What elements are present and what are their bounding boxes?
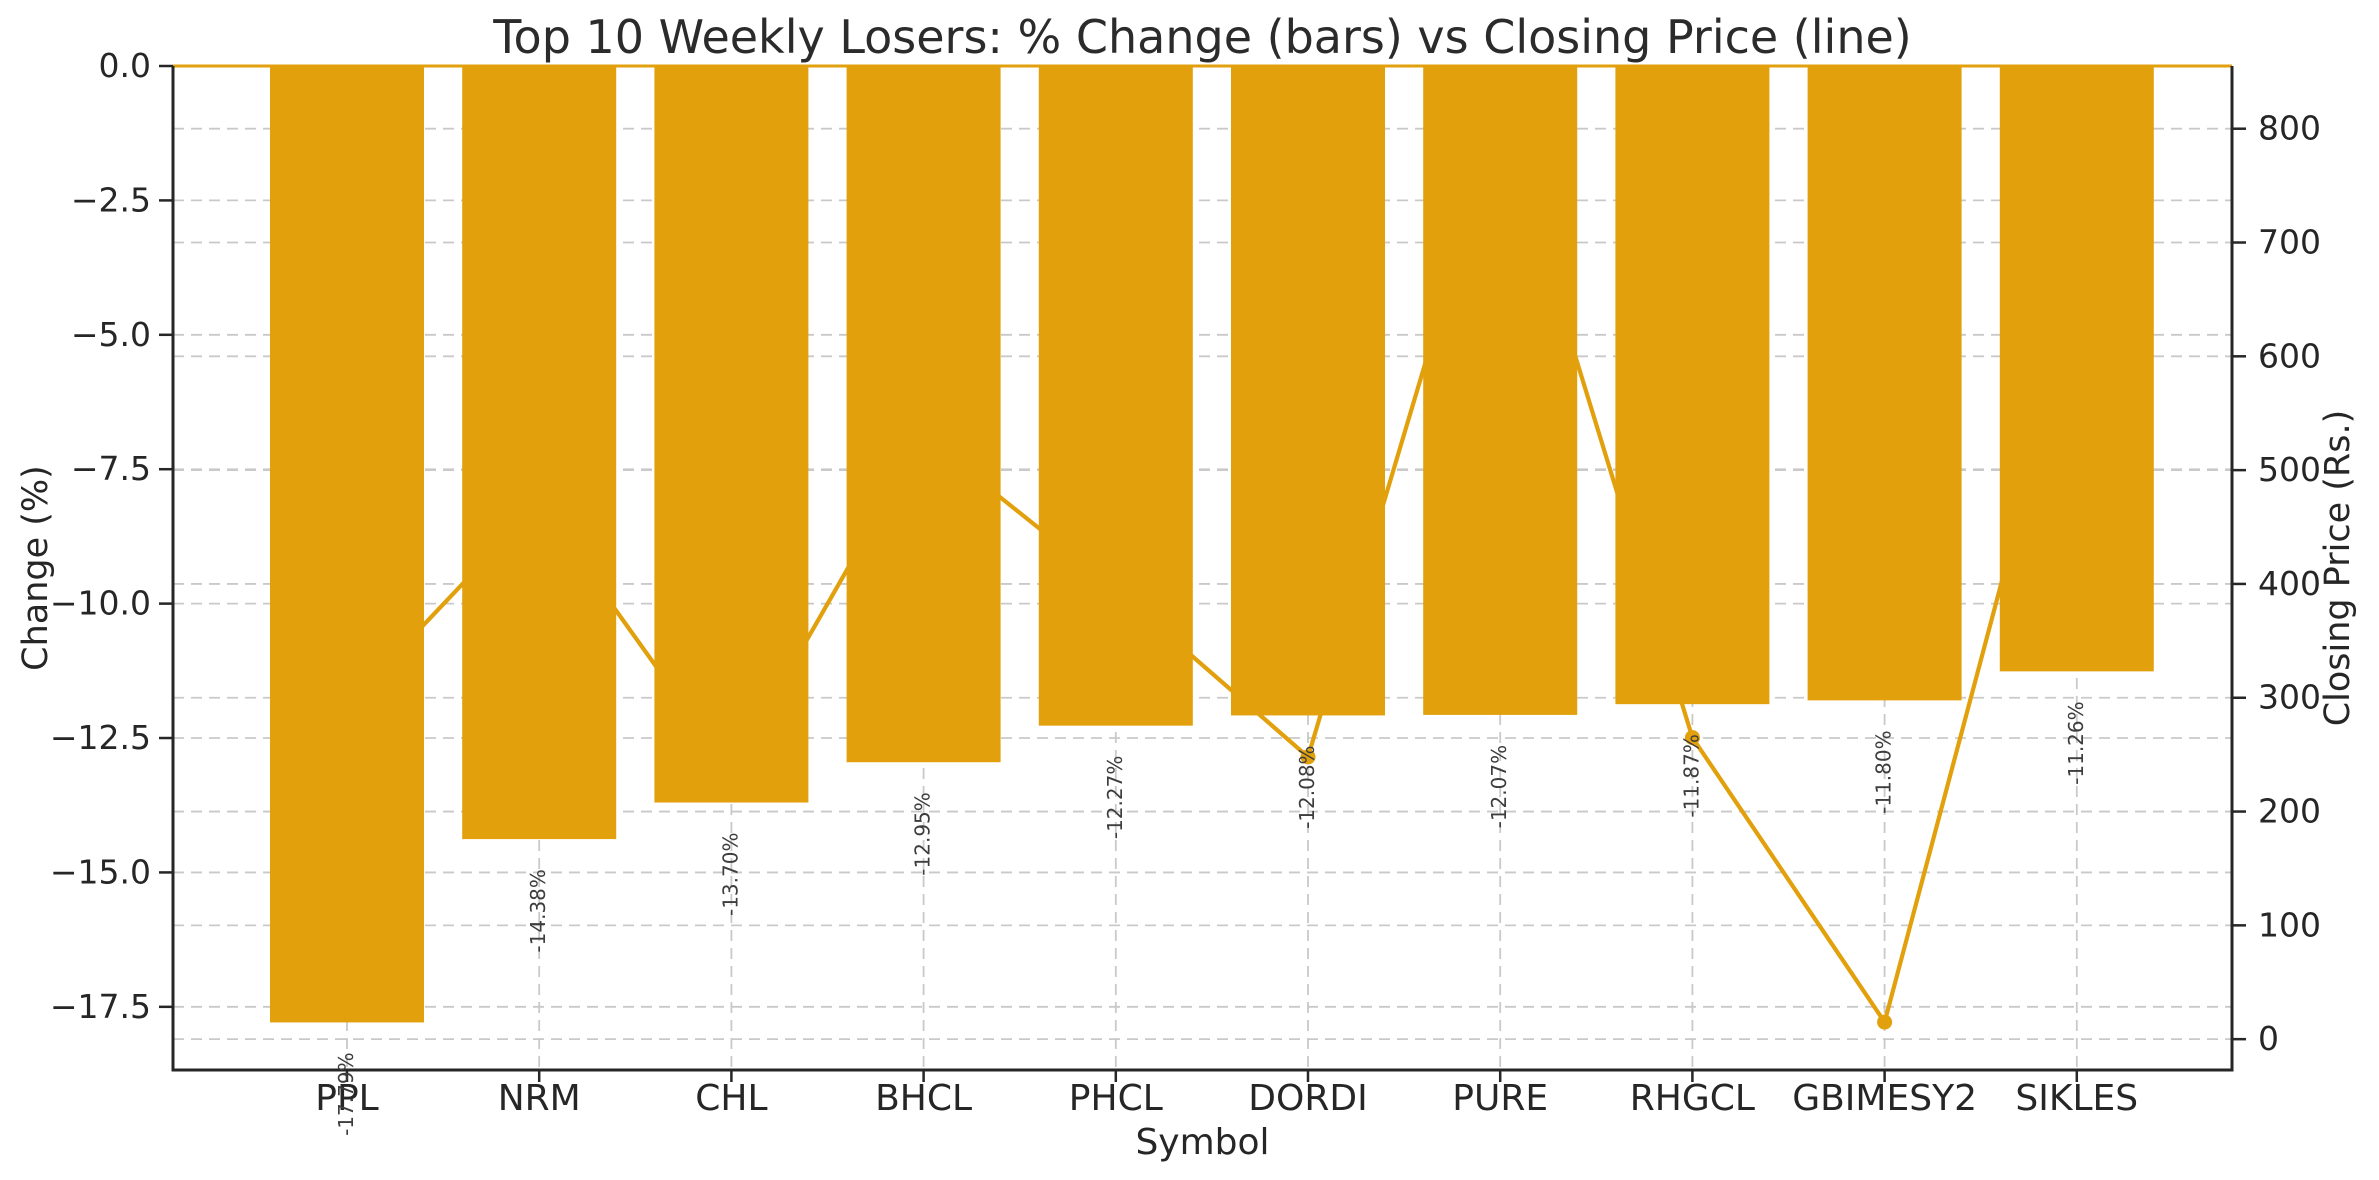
right-tick-label: 500: [2258, 450, 2321, 489]
price-marker: [1877, 1014, 1893, 1030]
right-tick-label: 800: [2258, 109, 2321, 148]
right-tick-label: 700: [2258, 223, 2321, 262]
right-tick-label: 400: [2258, 564, 2321, 603]
x-tick-label: RHGCL: [1630, 1078, 1755, 1119]
left-tick-label: −15.0: [50, 852, 151, 891]
price-marker: [1108, 582, 1124, 598]
price-marker: [531, 495, 547, 511]
price-marker: [1300, 749, 1316, 765]
left-tick-label: −7.5: [71, 449, 151, 488]
left-tick-label: 0.0: [99, 46, 151, 85]
x-tick-label: GBIMESY2: [1792, 1078, 1977, 1119]
right-tick-label: 300: [2258, 678, 2321, 717]
x-tick-label: CHL: [695, 1078, 767, 1119]
bar-value-label: -17.79%: [334, 1052, 358, 1135]
left-tick-label: −17.5: [50, 987, 151, 1026]
left-tick-label: −10.0: [50, 584, 151, 623]
bar: [1615, 66, 1770, 705]
x-tick-label: SIKLES: [2015, 1078, 2138, 1119]
bar: [1231, 66, 1385, 716]
x-tick-label: PPL: [315, 1078, 378, 1119]
bar: [1807, 66, 1962, 701]
bar-value-label: -14.38%: [526, 869, 550, 952]
right-tick-labels: 0 100 200 300 400 500 600 700 800: [2258, 109, 2321, 1058]
bar-value-label: -11.26%: [2064, 701, 2088, 784]
price-line: [344, 109, 2079, 1025]
right-tick-label: 200: [2258, 792, 2321, 831]
left-tick-label: −12.5: [50, 718, 151, 757]
bar: [1999, 66, 2154, 672]
left-axis-title: Change (%): [16, 465, 56, 671]
axis-spines: [171, 66, 2234, 1072]
bar-value-label: -12.95%: [911, 792, 935, 875]
x-tick-label: NRM: [498, 1078, 581, 1119]
right-tick-label: 100: [2258, 905, 2321, 944]
x-tick-label: DORDI: [1248, 1078, 1367, 1119]
bar: [270, 66, 424, 1023]
x-axis-title: Symbol: [1135, 1122, 1270, 1163]
price-marker: [2069, 291, 2085, 307]
price-marker: [723, 764, 739, 780]
x-tick-label: PURE: [1452, 1078, 1548, 1119]
x-tick-label: PHCL: [1069, 1078, 1163, 1119]
x-tick-labels: PPL NRM CHL BHCL PHCL DORDI PURE RHGCL GBIMESY2 S…: [315, 1078, 2138, 1119]
price-markers: [339, 104, 2085, 1030]
left-tick-label: −5.0: [71, 315, 151, 354]
tick-marks: [159, 64, 2246, 1082]
bar-value-label: -12.08%: [1295, 745, 1319, 828]
right-tick-label: 600: [2258, 336, 2321, 375]
bar-value-label: -11.87%: [1679, 734, 1703, 817]
x-tick-label: BHCL: [875, 1078, 972, 1119]
bar-value-label: -12.27%: [1103, 756, 1127, 839]
bar: [846, 66, 1001, 763]
bar-value-label: -13.70%: [718, 833, 742, 916]
bar-value-labels: -17.79% -14.38% -13.70% -12.95% -12.27% -12.0…: [334, 701, 2088, 1136]
left-tick-label: −2.5: [71, 180, 151, 219]
bar: [654, 66, 809, 803]
bar: [462, 66, 617, 840]
chart-title: Top 10 Weekly Losers: % Change (bars) vs…: [493, 10, 1912, 64]
price-marker: [916, 428, 932, 444]
bars-series: [270, 66, 2154, 1023]
price-marker: [1492, 104, 1508, 120]
right-axis-title: Closing Price (Rs.): [2318, 409, 2358, 727]
price-marker: [1684, 730, 1700, 746]
bar-value-label: -12.07%: [1487, 745, 1511, 828]
left-tick-labels: 0.0 −2.5 −5.0 −7.5 −10.0 −12.5 −15.0 −17.5: [50, 46, 151, 1026]
bar-value-label: -11.80%: [1872, 730, 1896, 813]
bar: [1423, 66, 1578, 715]
bar: [1038, 66, 1193, 726]
price-marker: [339, 698, 355, 714]
right-tick-label: 0: [2258, 1019, 2279, 1058]
price-line: [344, 109, 2079, 1025]
